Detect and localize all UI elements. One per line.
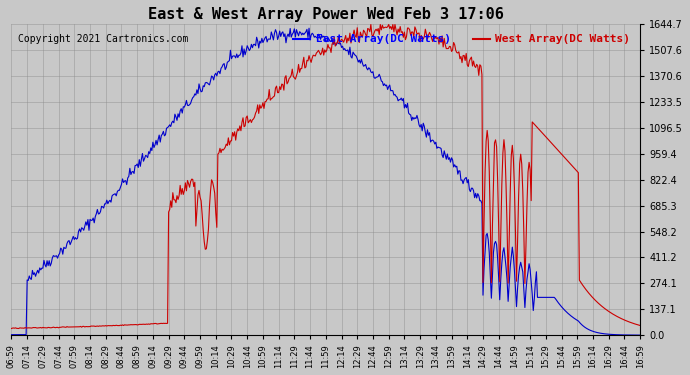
- East Array(DC Watts): [215, 69, 223, 74]
- West Array(DC Watts): [216, 146, 224, 151]
- East Array(DC Watts): [305, 26, 313, 30]
- West Array(DC Watts): [126, 322, 134, 327]
- East Array(DC Watts): [47, 261, 55, 266]
- Line: West Array(DC Watts): West Array(DC Watts): [12, 24, 640, 328]
- East Array(DC Watts): [595, 331, 604, 335]
- West Array(DC Watts): [48, 325, 57, 330]
- East Array(DC Watts): [125, 174, 133, 178]
- Line: East Array(DC Watts): East Array(DC Watts): [12, 28, 640, 335]
- West Array(DC Watts): [596, 303, 604, 307]
- East Array(DC Watts): [8, 332, 16, 337]
- West Array(DC Watts): [14, 326, 23, 331]
- West Array(DC Watts): [8, 326, 16, 331]
- East Array(DC Watts): [636, 333, 644, 338]
- West Array(DC Watts): [511, 185, 519, 189]
- East Array(DC Watts): [617, 333, 625, 337]
- West Array(DC Watts): [366, 22, 375, 27]
- Legend: East Array(DC Watts), West Array(DC Watts): East Array(DC Watts), West Array(DC Watt…: [289, 30, 635, 49]
- West Array(DC Watts): [618, 317, 627, 321]
- Title: East & West Array Power Wed Feb 3 17:06: East & West Array Power Wed Feb 3 17:06: [148, 7, 504, 22]
- West Array(DC Watts): [636, 323, 644, 328]
- Text: Copyright 2021 Cartronics.com: Copyright 2021 Cartronics.com: [18, 34, 188, 44]
- East Array(DC Watts): [509, 254, 518, 258]
